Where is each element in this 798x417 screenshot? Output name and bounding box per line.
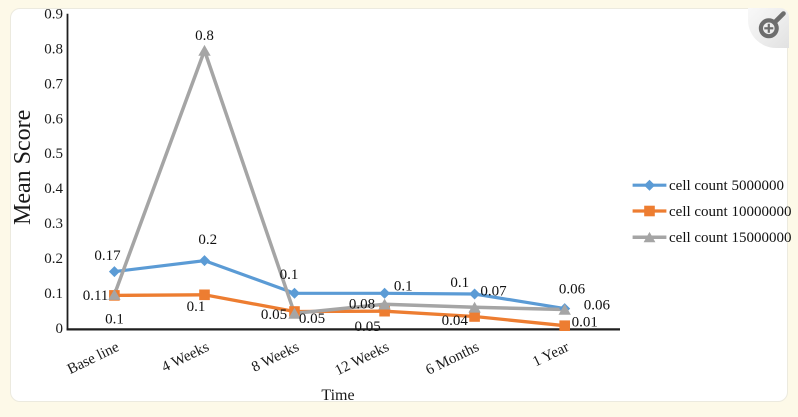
svg-text:0.8: 0.8 <box>44 41 63 57</box>
svg-text:0.07: 0.07 <box>480 284 507 300</box>
svg-text:0.1: 0.1 <box>105 312 124 328</box>
svg-text:0.4: 0.4 <box>44 181 63 197</box>
svg-text:1 Year: 1 Year <box>530 339 571 370</box>
svg-text:cell count 10000000: cell count 10000000 <box>669 204 791 220</box>
svg-text:0.8: 0.8 <box>195 28 214 44</box>
svg-text:0.04: 0.04 <box>442 313 469 329</box>
svg-text:0.1: 0.1 <box>394 278 413 294</box>
svg-text:0.05: 0.05 <box>299 311 325 327</box>
svg-text:0.3: 0.3 <box>44 216 63 232</box>
svg-text:0.01: 0.01 <box>572 314 598 330</box>
svg-text:0.9: 0.9 <box>44 6 63 22</box>
svg-text:0.05: 0.05 <box>261 307 287 323</box>
svg-text:0.7: 0.7 <box>44 76 63 92</box>
svg-text:12 Weeks: 12 Weeks <box>333 339 392 379</box>
svg-text:Time: Time <box>321 387 354 404</box>
svg-text:0.11: 0.11 <box>83 288 109 304</box>
svg-text:Base line: Base line <box>65 339 122 378</box>
svg-text:0.1: 0.1 <box>450 275 469 291</box>
svg-text:8 Weeks: 8 Weeks <box>249 339 302 376</box>
svg-text:0.08: 0.08 <box>349 297 375 313</box>
svg-text:cell count 15000000: cell count 15000000 <box>669 230 791 246</box>
svg-text:0.6: 0.6 <box>44 111 63 127</box>
svg-text:0.17: 0.17 <box>94 248 121 264</box>
svg-text:0.1: 0.1 <box>280 267 299 283</box>
svg-text:0.06: 0.06 <box>559 281 586 297</box>
svg-text:6 Months: 6 Months <box>423 339 481 378</box>
svg-text:0.1: 0.1 <box>187 299 206 315</box>
svg-text:Mean Score: Mean Score <box>10 110 36 225</box>
svg-text:0.2: 0.2 <box>198 232 217 248</box>
svg-text:0: 0 <box>56 321 64 337</box>
svg-text:0.05: 0.05 <box>354 319 380 335</box>
svg-text:cell count 5000000: cell count 5000000 <box>669 178 784 194</box>
svg-text:0.5: 0.5 <box>44 146 63 162</box>
svg-text:4 Weeks: 4 Weeks <box>159 339 212 376</box>
svg-text:0.1: 0.1 <box>44 286 63 302</box>
svg-text:0.2: 0.2 <box>44 251 63 267</box>
svg-text:0.06: 0.06 <box>584 298 611 314</box>
